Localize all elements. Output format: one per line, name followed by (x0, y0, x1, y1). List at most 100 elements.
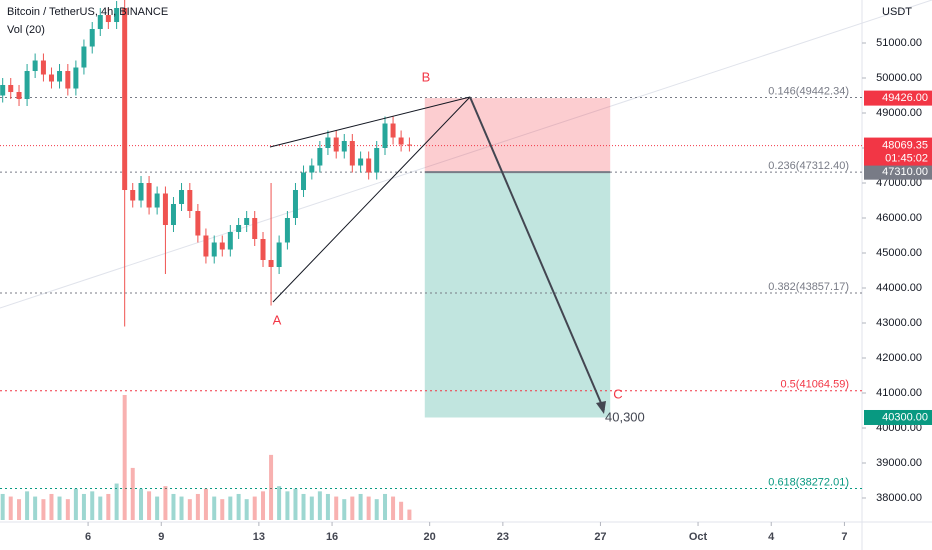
price-tag (864, 409, 932, 425)
volume-bar (350, 496, 355, 520)
y-tick-label: 44000.00 (876, 282, 922, 294)
y-tick-label: 50000.00 (876, 72, 922, 84)
candle-body (179, 190, 185, 205)
candle-body (32, 60, 38, 72)
candle-body (16, 92, 22, 100)
candle-body (390, 123, 396, 138)
point-label: A (273, 312, 282, 327)
candle-body (301, 172, 307, 191)
candle-body (398, 137, 404, 145)
candle-body (252, 218, 258, 240)
chart-title: Bitcoin / TetherUS, 4h, BINANCE (7, 6, 168, 18)
volume-bar (0, 493, 5, 520)
volume-bar (81, 493, 86, 520)
candle-body (260, 239, 266, 260)
volume-bar (147, 491, 152, 520)
volume-bar (317, 491, 322, 520)
candle-body (382, 123, 388, 149)
volume-bar (106, 493, 111, 520)
candle-body (333, 137, 339, 152)
y-tick-label: 38000.00 (876, 492, 922, 504)
volume-bar (261, 491, 266, 520)
candle-body (97, 15, 103, 30)
volume-bar (57, 496, 62, 520)
candle-body (24, 71, 30, 100)
volume-bar (179, 496, 184, 520)
point-label: C (613, 386, 622, 401)
candle-body (81, 46, 87, 68)
candle-body (374, 148, 380, 173)
arrow-head (596, 401, 606, 414)
candle-body (268, 260, 274, 267)
candle-body (138, 183, 144, 201)
y-tick-label: 51000.00 (876, 37, 922, 49)
x-tick-label: 6 (85, 531, 91, 543)
volume-bar (269, 454, 274, 520)
candle-body (284, 218, 290, 243)
y-tick-label: 49000.00 (876, 107, 922, 119)
volume-bar (220, 499, 225, 520)
candle-body (292, 190, 298, 219)
volume-bar (163, 486, 168, 520)
x-tick-label: 9 (158, 531, 164, 543)
candle-body (130, 190, 136, 201)
volume-bar (383, 493, 388, 520)
volume-bar (8, 496, 13, 520)
currency: USDT (882, 6, 912, 18)
volume-bar (277, 486, 282, 520)
y-tick-label: 43000.00 (876, 317, 922, 329)
candle-body (236, 225, 242, 233)
volume-bar (236, 493, 241, 520)
fib-label: 0.236(47312.40) (768, 160, 849, 172)
volume-bar (399, 501, 404, 520)
volume-bar (114, 483, 119, 520)
volume-bar (33, 496, 38, 520)
volume-bar (41, 499, 46, 520)
x-tick-label: 4 (768, 531, 775, 543)
volume-bar (244, 499, 249, 520)
wedge-lower (272, 96, 471, 303)
volume-bar (366, 496, 371, 520)
target-text: 40,300 (605, 409, 645, 424)
volume-bar (358, 493, 363, 520)
candle-body (0, 85, 6, 96)
volume-bar (155, 496, 160, 520)
candle-body (162, 193, 168, 226)
volume-bar (187, 499, 192, 520)
candle-body (317, 148, 323, 166)
y-tick-label: 42000.00 (876, 352, 922, 364)
candle-body (8, 85, 14, 93)
candle-body (341, 141, 347, 152)
volume-bar (195, 493, 200, 520)
x-tick-label: 20 (424, 531, 436, 543)
current-price-tag (864, 137, 932, 166)
price-tag (864, 90, 932, 106)
candle-body (325, 137, 331, 149)
volume-bar (374, 499, 379, 520)
fib-label: 0.618(38272.01) (768, 476, 849, 488)
volume-bar (49, 493, 54, 520)
volume-bar (171, 493, 176, 520)
x-tick-label: 27 (594, 531, 606, 543)
y-tick-label: 45000.00 (876, 247, 922, 259)
volume-bar (325, 493, 330, 520)
volume-bar (407, 509, 412, 520)
x-tick-label: 16 (326, 531, 338, 543)
candle-body (114, 8, 120, 23)
candle-body (73, 67, 79, 89)
current-price-label: 48069.35 (882, 139, 928, 151)
volume-bar (122, 395, 127, 520)
volume-bar (342, 499, 347, 520)
volume-bar (139, 488, 144, 520)
candle-body (219, 242, 225, 250)
candle-body (195, 211, 201, 236)
volume-title: Vol (20) (7, 24, 45, 36)
x-tick-label: 13 (253, 531, 265, 543)
stop-zone (424, 98, 611, 173)
candle-body (406, 144, 412, 146)
point-label: B (422, 69, 431, 84)
x-tick-label: Oct (689, 531, 708, 543)
x-tick-label: 23 (497, 531, 509, 543)
candle-body (358, 158, 364, 166)
